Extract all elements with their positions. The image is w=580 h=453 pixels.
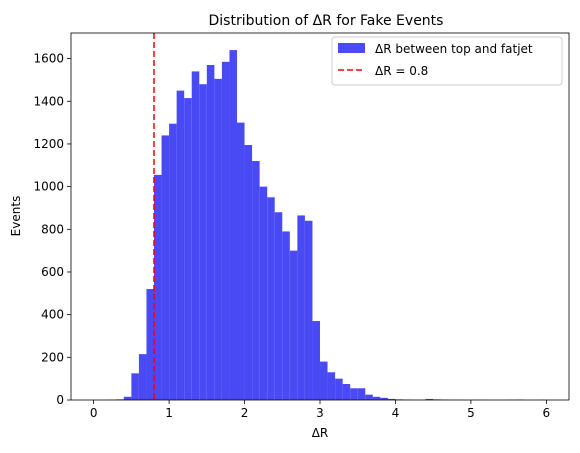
histogram-bar [214,78,222,400]
y-tick-label: 0 [56,393,64,407]
histogram-bar [229,50,237,401]
y-axis-label: Events [9,196,23,237]
histogram-bar [289,250,298,400]
histogram-bar [146,289,154,400]
histogram-bar [357,388,366,400]
histogram-bar [237,122,245,401]
y-tick-label: 1200 [33,137,64,151]
histogram-bar [320,361,328,400]
histogram-bars [108,50,547,401]
histogram-bar [267,197,275,400]
x-tick-label: 0 [90,406,98,420]
y-tick-label: 400 [41,308,64,322]
histogram-bar [206,65,215,401]
histogram-bar [259,186,268,400]
y-axis-ticks: 0 200 400 600 800 1000 1200 1400 1600 [33,52,71,407]
legend: ΔR between top and fatjet ΔR = 0.8 [331,36,563,86]
histogram-bar [191,71,200,400]
histogram-bar [327,372,336,400]
histogram-bar [184,98,192,400]
histogram-bar [221,61,230,400]
histogram-bar [350,388,358,400]
histogram-bar [274,212,283,400]
histogram-bar [335,378,343,400]
x-axis-ticks: 0 1 2 3 4 5 6 [90,400,550,420]
y-tick-label: 200 [41,350,64,364]
histogram-bar [425,398,434,400]
x-tick-label: 6 [543,406,551,420]
x-tick-label: 5 [467,406,475,420]
histogram-bar [252,161,260,400]
histogram-bar [304,220,313,400]
histogram-bar [138,354,147,400]
legend-swatch-histogram [338,43,365,53]
histogram-bar [123,396,132,400]
histogram-bar [244,145,253,400]
y-tick-label: 600 [41,265,64,279]
y-tick-label: 800 [41,222,64,236]
legend-label-histogram: ΔR between top and fatjet [375,42,533,56]
histogram-bar [387,398,396,400]
x-tick-label: 3 [316,406,324,420]
chart-title: Distribution of ΔR for Fake Events [209,13,444,29]
histogram-bar [380,397,388,400]
histogram-bar [154,174,162,400]
x-tick-label: 1 [165,406,173,420]
histogram-bar [169,123,177,400]
x-tick-label: 2 [241,406,249,420]
histogram-bar [282,231,290,400]
histogram-bar [176,90,185,400]
legend-box [331,36,563,86]
histogram-bar [131,373,139,400]
histogram-bar [342,383,351,400]
x-tick-label: 4 [392,406,400,420]
histogram-bar [161,135,170,400]
y-tick-label: 1000 [33,180,64,194]
histogram-bar [312,321,320,400]
histogram-bar [297,215,305,400]
y-tick-label: 1400 [33,94,64,108]
legend-label-threshold-line: ΔR = 0.8 [375,64,428,78]
histogram-bar [372,396,381,400]
x-axis-label: ΔR [312,426,329,440]
histogram-bar [199,84,207,401]
histogram-bar [365,394,373,400]
y-tick-label: 1600 [33,52,64,66]
